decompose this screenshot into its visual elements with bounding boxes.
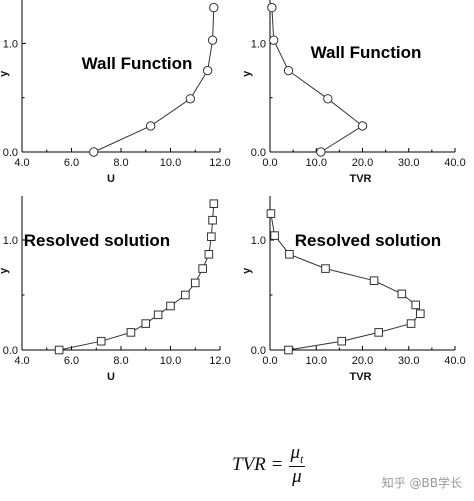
x-axis-title: U <box>107 173 115 185</box>
x-tick-label: 6.0 <box>64 355 79 367</box>
data-point <box>146 121 156 131</box>
formula-numerator-subscript: t <box>300 451 304 466</box>
data-point <box>54 345 64 355</box>
data-point <box>96 336 106 346</box>
x-tick-label: 20.0 <box>352 157 373 169</box>
series-line <box>271 7 364 153</box>
panel-title: Wall Function <box>82 54 193 73</box>
x-axis-title: U <box>107 371 115 383</box>
panel-title: Resolved solution <box>295 231 441 250</box>
data-point <box>89 147 99 157</box>
series-line <box>58 203 215 351</box>
data-point <box>270 231 279 240</box>
x-tick-label: 30.0 <box>398 157 419 169</box>
y-tick-label: 0.0 <box>3 345 18 357</box>
y-tick-label: 1.0 <box>3 235 18 247</box>
data-point <box>198 264 207 273</box>
data-point <box>337 336 346 346</box>
chart-panel-3: 4.0 6.0 8.0 10.0 12.0 0.0 1.0 Uy Resolved soluti… <box>0 196 231 383</box>
chart-panel-4: 0.0 10.0 20.0 30.0 40.0 0.0 1.0 TVR y Resolved so… <box>241 196 466 383</box>
data-point <box>153 310 163 320</box>
data-point <box>269 35 279 45</box>
x-tick-label: 10.0 <box>160 355 181 367</box>
data-point <box>406 319 416 328</box>
x-tick-label: 10.0 <box>160 157 181 169</box>
formula-lhs: TVR <box>232 454 266 476</box>
panel-title: Resolved solution <box>24 231 170 250</box>
x-tick-label: 0.0 <box>262 355 277 367</box>
y-tick-label: 1.0 <box>3 38 18 50</box>
x-tick-label: 4.0 <box>14 355 29 367</box>
data-point <box>283 65 294 76</box>
tvr-formula: TVR = μt μ <box>232 442 306 488</box>
data-point <box>141 319 151 328</box>
data-point <box>209 2 219 13</box>
data-point <box>374 328 383 337</box>
x-tick-label: 4.0 <box>14 157 29 169</box>
data-point <box>190 278 200 288</box>
x-tick-label: 20.0 <box>352 355 373 367</box>
formula-denominator: μ <box>292 466 302 488</box>
y-axis-title: y <box>241 70 253 77</box>
data-point <box>285 250 294 259</box>
x-tick-label: 10.0 <box>306 355 327 367</box>
data-point <box>357 121 368 131</box>
x-tick-label: 12.0 <box>209 355 230 367</box>
x-tick-label: 6.0 <box>64 157 79 169</box>
data-point <box>321 264 330 273</box>
data-point <box>267 2 277 13</box>
y-tick-label: 1.0 <box>251 38 266 50</box>
formula-equals: = <box>271 454 283 476</box>
y-tick-label: 0.0 <box>251 345 266 357</box>
data-point <box>208 215 217 225</box>
x-axis-title: TVR <box>350 173 372 185</box>
formula-fraction: μt μ <box>288 442 306 488</box>
x-axis-title: TVR <box>350 371 372 383</box>
x-tick-label: 30.0 <box>398 355 419 367</box>
data-point <box>204 250 214 259</box>
data-point <box>207 232 216 241</box>
data-point <box>185 94 196 104</box>
data-point <box>323 94 333 104</box>
data-point <box>416 309 425 318</box>
x-tick-label: 40.0 <box>444 157 465 169</box>
y-axis-title: y <box>0 267 10 274</box>
formula-numerator: μt <box>288 442 306 468</box>
data-point <box>316 147 326 157</box>
y-axis-title: y <box>241 267 253 274</box>
x-tick-label: 0.0 <box>262 157 277 169</box>
chart-panel-1: 4.0 6.0 8.0 10.0 12.0 0.0 1.0 Uy Wall Function <box>0 0 231 185</box>
data-point <box>284 345 293 355</box>
data-point <box>126 328 136 337</box>
panel-title: Wall Function <box>311 43 422 62</box>
x-tick-label: 10.0 <box>306 157 327 169</box>
x-tick-label: 12.0 <box>209 157 230 169</box>
data-point <box>266 209 276 218</box>
data-point <box>411 300 420 310</box>
data-point <box>369 276 379 285</box>
data-point <box>397 289 407 299</box>
y-axis-title: y <box>0 70 10 77</box>
y-tick-label: 1.0 <box>251 235 266 247</box>
y-tick-label: 0.0 <box>3 147 18 159</box>
x-tick-label: 8.0 <box>113 355 128 367</box>
data-point <box>166 301 175 311</box>
chart-panel-2: 0.0 10.0 20.0 30.0 40.0 0.0 1.0 TVR y Wall Functi… <box>241 0 466 185</box>
x-tick-label: 40.0 <box>444 355 465 367</box>
data-point <box>209 199 219 208</box>
series-line <box>93 7 215 153</box>
data-point <box>181 290 190 300</box>
watermark: 知乎 @BB学长 <box>381 476 462 490</box>
y-tick-label: 0.0 <box>251 147 266 159</box>
data-point <box>207 35 218 45</box>
x-tick-label: 8.0 <box>113 157 128 169</box>
formula-numerator-symbol: μ <box>290 442 301 463</box>
data-point <box>202 65 213 76</box>
